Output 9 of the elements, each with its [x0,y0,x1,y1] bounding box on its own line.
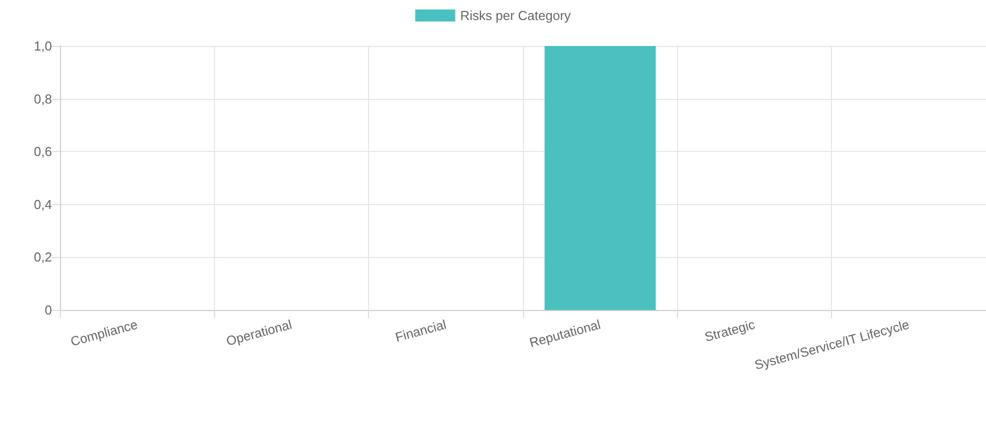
y-tick-label: 0,8 [34,91,52,106]
x-tick-label: Financial [394,316,448,345]
y-tick-label: 0,6 [34,144,52,160]
y-tick-label: 0,2 [34,250,52,265]
y-tick-label: 1,0 [34,38,52,54]
y-tick-label: 0 [44,302,52,318]
y-tick-label: 0,4 [34,196,52,212]
legend-label: Risks per Category [460,8,572,23]
x-tick-label: Strategic [702,316,757,345]
